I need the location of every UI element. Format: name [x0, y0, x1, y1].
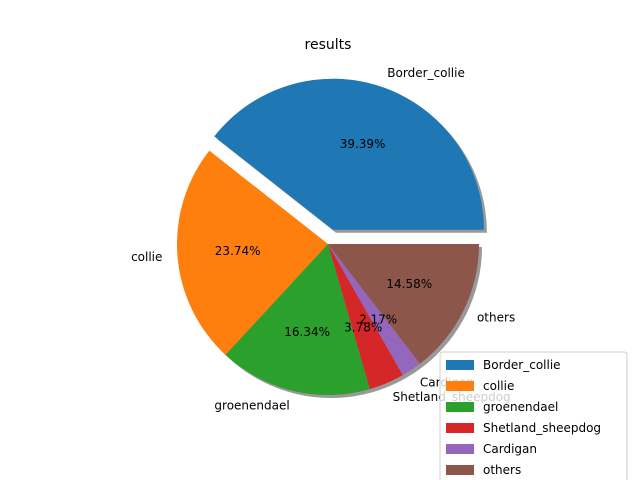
- legend-label-others: others: [483, 463, 521, 477]
- legend-frame: [439, 351, 628, 480]
- slice-label-collie: collie: [131, 250, 162, 264]
- slice-percent-border-collie: 39.39%: [340, 137, 386, 151]
- pie-slices: [177, 78, 484, 395]
- slice-border-collie: [214, 78, 484, 230]
- legend-swatch-groenendael: [446, 402, 474, 412]
- slice-percent-cardigan: 2.17%: [359, 312, 397, 326]
- slice-label-border-collie: Border_collie: [387, 66, 465, 80]
- legend-swatch-border-collie: [446, 360, 474, 370]
- slice-collie: [177, 150, 328, 355]
- legend-swatch-collie: [446, 381, 474, 391]
- legend-label-cardigan: Cardigan: [483, 442, 537, 456]
- legend-label-collie: collie: [483, 379, 514, 393]
- legend-label-shetland-sheepdog: Shetland_sheepdog: [483, 421, 601, 435]
- slice-percent-shetland-sheepdog: 3.78%: [344, 320, 382, 334]
- slice-label-groenendael: groenendael: [214, 399, 289, 413]
- legend-label-border-collie: Border_collie: [483, 358, 561, 372]
- slice-groenendael: [225, 244, 370, 395]
- slice-cardigan: [328, 244, 420, 376]
- slice-percent-groenendael: 16.34%: [284, 325, 330, 339]
- slice-label-others: others: [477, 310, 515, 324]
- legend-swatch-shetland-sheepdog: [446, 423, 474, 433]
- legend-swatch-others: [446, 465, 474, 475]
- chart-title: results: [305, 37, 352, 53]
- slice-percent-others: 14.58%: [386, 277, 432, 291]
- legend-label-groenendael: groenendael: [483, 400, 558, 414]
- slice-percent-labels: 39.39% 23.74% 16.34% 3.78%2.17% 14.58%: [215, 137, 432, 339]
- slice-percent-collie: 23.74%: [215, 244, 261, 258]
- slice-shetland-sheepdog: [328, 244, 403, 390]
- slice-others: [328, 244, 479, 364]
- legend-swatch-cardigan: [446, 444, 474, 454]
